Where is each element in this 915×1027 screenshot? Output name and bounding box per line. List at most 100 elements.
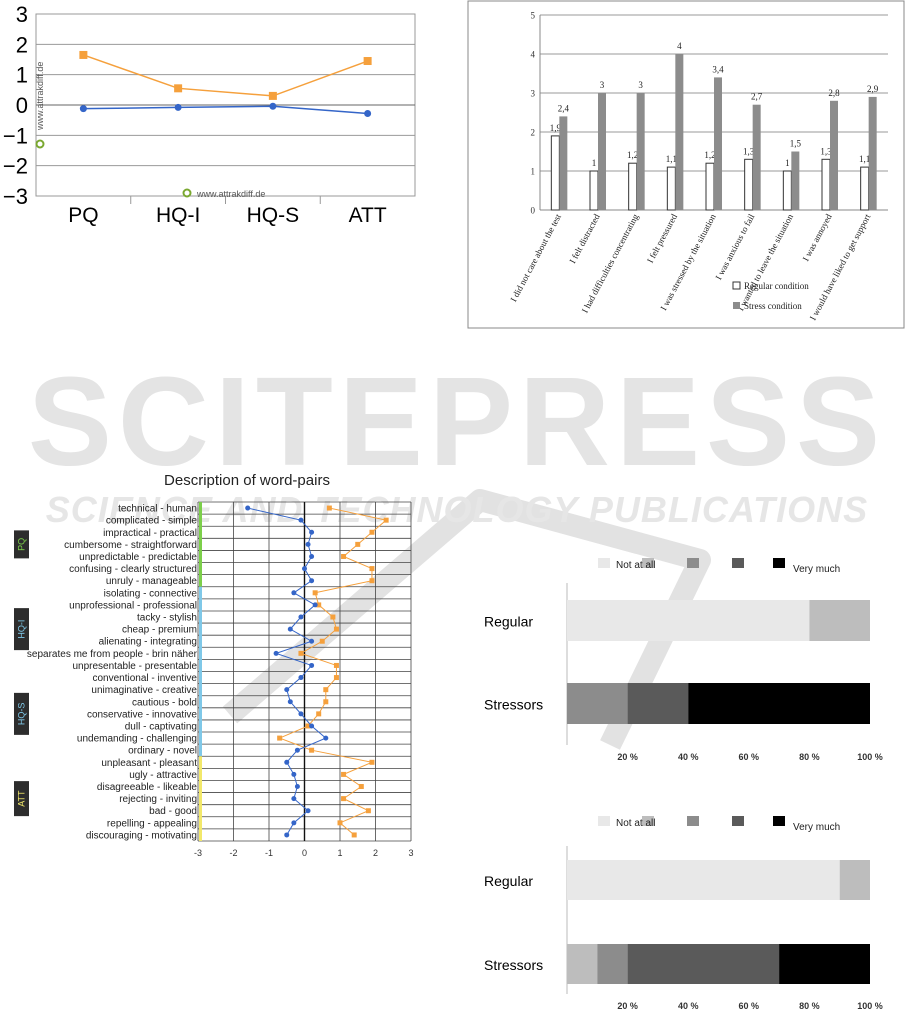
- x-tick-label: 20 %: [617, 752, 638, 762]
- data-point: [284, 832, 290, 838]
- data-point: [273, 650, 279, 656]
- legend-swatch: [642, 558, 654, 568]
- bar: [675, 54, 684, 210]
- y-tick-label: 3: [16, 2, 28, 27]
- category-label: Stressors: [484, 697, 543, 713]
- row-label: ordinary - novel: [128, 746, 197, 757]
- row-label: technical - human: [118, 504, 197, 515]
- group-badge-label: ATT: [17, 790, 27, 807]
- row-label: discouraging - motivating: [86, 830, 197, 841]
- series-line: [278, 507, 388, 836]
- bar-segment: [567, 683, 628, 724]
- row-label: cheap - premium: [122, 625, 197, 636]
- y-tick-label: 1: [531, 167, 536, 177]
- y-tick-label: −1: [3, 123, 28, 148]
- data-point: [302, 566, 307, 572]
- group-badge: [14, 530, 29, 559]
- bar: [666, 166, 676, 211]
- source-label-text: www.attrakdiff.de: [196, 189, 265, 199]
- x-tick-label: HQ-I: [156, 204, 200, 227]
- watermark-sub-text: SCIENCE AND TECHNOLOGY PUBLICATIONS: [46, 489, 868, 530]
- data-point: [309, 747, 315, 753]
- data-point: [291, 820, 297, 826]
- group-badge-label: PQ: [17, 538, 27, 551]
- data-point: [298, 675, 304, 681]
- group-badge-label-group: ATT: [17, 790, 27, 807]
- data-point: [333, 675, 339, 681]
- x-tick-label: 100 %: [857, 1001, 883, 1011]
- row-label: unimaginative - creative: [91, 685, 197, 696]
- data-point: [341, 553, 347, 559]
- data-point: [291, 590, 297, 596]
- row-label: dull - captivating: [125, 721, 197, 732]
- legend-label: Stress condition: [744, 301, 802, 311]
- y-tick-label: 4: [531, 50, 536, 60]
- row-label: unprofessional - professional: [69, 600, 197, 611]
- group-badge-label: HQ-S: [17, 703, 27, 726]
- x-tick-label: ATT: [349, 204, 387, 227]
- data-point: [294, 784, 300, 790]
- legend-swatch: [642, 816, 654, 826]
- data-label: 3: [600, 80, 605, 90]
- y-tick-label: 2: [16, 32, 28, 57]
- legend-swatch: [598, 816, 610, 826]
- data-point: [269, 102, 277, 110]
- bar: [636, 93, 645, 210]
- x-tick-label: -1: [265, 848, 273, 858]
- data-point: [341, 796, 347, 802]
- data-point: [341, 771, 347, 777]
- bar: [782, 170, 792, 211]
- bar-segment: [688, 683, 870, 724]
- data-point: [358, 784, 364, 790]
- y-tick-label: 0: [16, 93, 28, 118]
- watermark-swoosh: [222, 489, 711, 750]
- group-badge-label-group: PQ: [17, 538, 27, 551]
- bar: [705, 162, 715, 211]
- legend-label: Very much: [793, 564, 840, 575]
- bar: [791, 151, 800, 210]
- data-point: [287, 699, 293, 705]
- data-point: [309, 662, 315, 668]
- legend-swatch: [732, 558, 744, 568]
- data-point: [298, 650, 304, 656]
- data-point: [298, 517, 304, 523]
- legend-swatch: [773, 558, 785, 568]
- data-point: [369, 578, 375, 584]
- row-label: conservative - innovative: [87, 709, 197, 720]
- row-label: separates me from people - brin näher: [27, 649, 198, 660]
- bar: [868, 96, 877, 210]
- data-point: [291, 796, 297, 802]
- x-tick-label: 20 %: [617, 1001, 638, 1011]
- group-badge-label-group: HQ-S: [17, 703, 27, 726]
- group-badge: [14, 692, 29, 735]
- group-badge: [14, 608, 29, 651]
- data-point: [309, 638, 315, 644]
- y-tick-label: 0: [531, 206, 536, 216]
- row-label: impractical - practical: [103, 528, 197, 539]
- bar-segment: [597, 944, 628, 984]
- data-point: [364, 109, 372, 117]
- data-point: [333, 662, 339, 668]
- data-point: [294, 747, 300, 753]
- data-point: [305, 541, 311, 547]
- data-point: [351, 832, 357, 838]
- row-label: tacky - stylish: [137, 613, 197, 624]
- data-label: 4: [677, 41, 682, 51]
- legend-label: Regular condition: [744, 281, 809, 291]
- data-point: [355, 541, 361, 547]
- x-tick-label: 60 %: [739, 752, 760, 762]
- attrakdiff-overview-chart: 3 2 1 0 −1 −2 −3 PQ HQ-I HQ-S ATT www.attrakdiff.de…: [3, 2, 416, 227]
- bar-segment: [567, 600, 810, 641]
- data-label: 2,4: [558, 103, 570, 113]
- legend-swatch: [732, 816, 744, 826]
- bar: [714, 77, 722, 211]
- data-point: [284, 759, 290, 765]
- x-tick-label: 40 %: [678, 752, 699, 762]
- x-tick-label: 60 %: [739, 1001, 760, 1011]
- row-label: ugly - attractive: [129, 770, 197, 781]
- legend-swatch: [598, 558, 610, 568]
- data-point: [326, 505, 332, 511]
- data-point: [309, 553, 315, 559]
- data-point: [365, 808, 371, 814]
